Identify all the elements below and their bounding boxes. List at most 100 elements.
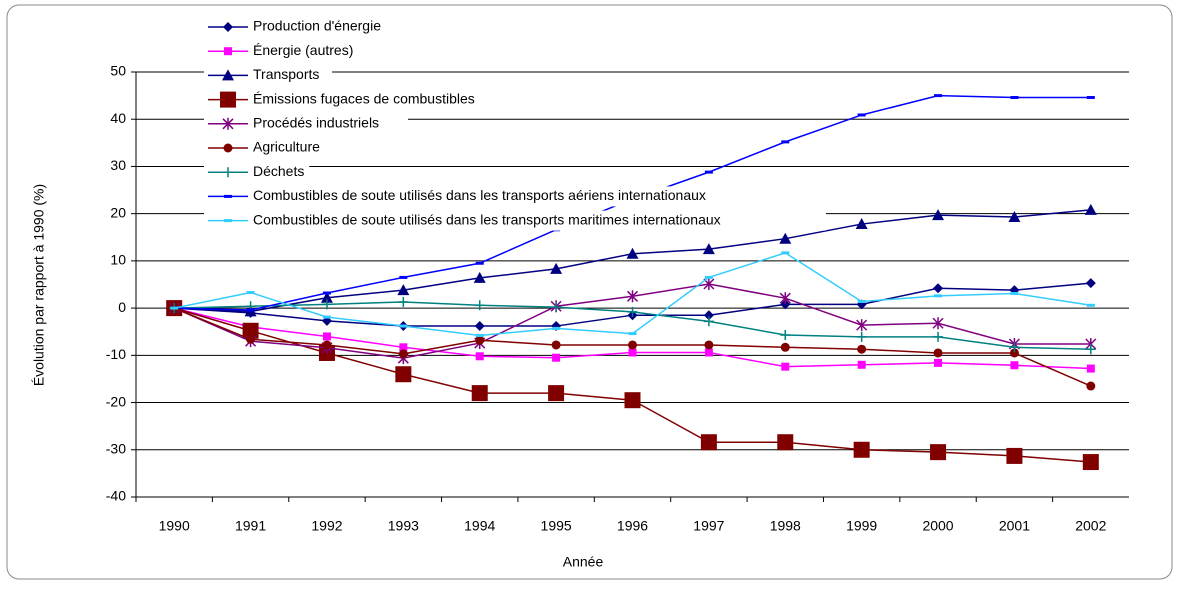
marker <box>779 292 791 305</box>
marker <box>548 385 565 402</box>
legend-bg <box>204 17 408 37</box>
marker <box>222 69 234 81</box>
marker <box>1084 203 1097 215</box>
marker <box>322 332 331 341</box>
marker <box>781 140 790 144</box>
marker <box>704 348 713 357</box>
x-tick-label: 2002 <box>1075 518 1106 534</box>
marker <box>552 353 561 362</box>
legend-label: Agriculture <box>253 139 320 155</box>
marker <box>780 342 790 352</box>
marker <box>703 316 714 327</box>
marker <box>223 167 233 178</box>
marker <box>1082 454 1099 471</box>
x-tick-label: 1997 <box>693 518 724 534</box>
legend-bg <box>204 210 826 231</box>
marker <box>222 117 234 130</box>
y-tick-label: -30 <box>106 440 126 456</box>
marker <box>475 352 484 361</box>
marker <box>857 113 866 117</box>
marker <box>933 348 943 358</box>
marker <box>399 275 408 279</box>
legend-label: Combustibles de soute utilisés dans les … <box>253 187 706 203</box>
marker <box>474 300 485 311</box>
marker <box>703 310 714 321</box>
marker <box>397 284 410 296</box>
marker <box>1009 342 1020 353</box>
marker <box>626 247 639 259</box>
marker <box>1008 210 1021 222</box>
legend-label: Procédés industriels <box>253 115 379 131</box>
marker <box>246 308 255 312</box>
marker <box>856 319 868 332</box>
marker <box>395 366 412 383</box>
marker <box>704 170 713 174</box>
marker <box>624 392 641 409</box>
legend-bg <box>204 113 408 134</box>
y-tick-label: 40 <box>110 110 126 126</box>
y-tick-label: -10 <box>106 346 126 362</box>
marker <box>704 340 714 350</box>
y-tick-label: -20 <box>106 393 126 409</box>
marker <box>780 330 791 341</box>
x-tick-label: 1990 <box>159 518 190 534</box>
marker <box>628 332 637 336</box>
legend-bg <box>204 65 332 86</box>
marker <box>780 299 791 310</box>
y-tick-label: 30 <box>110 157 126 173</box>
marker <box>857 300 866 303</box>
marker <box>1085 344 1096 355</box>
marker <box>398 296 409 307</box>
legend-bg <box>204 138 340 158</box>
marker <box>1010 361 1019 370</box>
marker <box>399 343 408 352</box>
marker <box>781 362 790 371</box>
x-tick-label: 1992 <box>311 518 342 534</box>
x-tick-label: 1998 <box>770 518 801 534</box>
y-axis-title: Évolution par rapport à 1990 (%) <box>31 184 47 386</box>
marker <box>933 331 944 342</box>
x-tick-label: 2001 <box>999 518 1030 534</box>
marker <box>626 290 639 303</box>
marker <box>321 299 332 310</box>
marker <box>322 340 332 350</box>
y-tick-label: 20 <box>110 204 126 220</box>
legend-bg <box>204 186 811 207</box>
marker <box>932 209 945 221</box>
marker <box>628 348 637 357</box>
marker <box>934 294 943 298</box>
marker <box>1086 364 1095 373</box>
x-axis-title: Année <box>563 554 604 570</box>
marker <box>857 344 867 354</box>
legend-label: Énergie (autres) <box>253 42 353 58</box>
marker <box>702 243 715 255</box>
marker <box>242 322 259 339</box>
marker <box>704 275 713 279</box>
chart-frame <box>6 4 1173 580</box>
marker <box>932 317 944 330</box>
marker <box>224 194 232 198</box>
marker <box>1010 291 1019 295</box>
marker <box>930 444 947 461</box>
marker <box>473 271 486 283</box>
y-tick-label: 0 <box>118 299 126 315</box>
marker <box>550 262 563 274</box>
marker <box>224 47 232 56</box>
x-tick-label: 1994 <box>464 518 495 534</box>
marker <box>220 91 236 108</box>
marker <box>223 22 233 32</box>
marker <box>853 441 870 458</box>
marker <box>628 340 637 350</box>
y-tick-label: 50 <box>110 63 126 79</box>
marker <box>779 232 792 244</box>
marker <box>1006 447 1023 464</box>
legend-label: Combustibles de soute utilisés dans les … <box>253 211 721 227</box>
marker <box>170 306 179 310</box>
marker <box>855 218 868 230</box>
legend-label: Production d'énergie <box>253 18 381 34</box>
marker <box>627 306 638 317</box>
marker <box>934 94 943 98</box>
marker <box>933 283 944 294</box>
x-tick-label: 2000 <box>922 518 953 534</box>
